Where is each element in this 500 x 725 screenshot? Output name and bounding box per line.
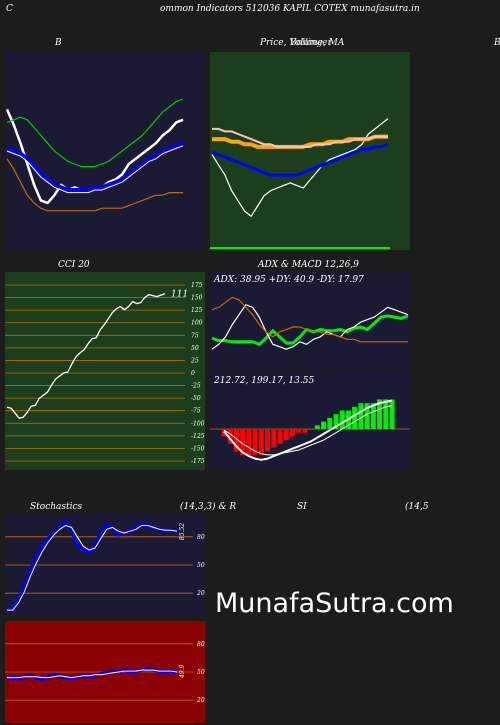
rsi-tick-label: 20 <box>196 697 205 704</box>
macd-histogram-bar <box>327 417 333 429</box>
stochastics-tick-label: 80 <box>197 534 205 541</box>
bollinger-upper-line <box>6 98 184 168</box>
macd-histogram-bar <box>389 399 395 429</box>
adx-readout: ADX: 38.95 +DY: 40.9 -DY: 17.97 <box>214 275 364 285</box>
cci-value-label: 111 <box>171 290 188 300</box>
adx-minus_di-line <box>211 296 408 343</box>
cci-tick-label: -150 <box>191 445 205 452</box>
cci-tick-label: 75 <box>191 332 199 339</box>
stochastics-title: Stochastics <box>30 502 83 512</box>
macd-histogram-bar <box>265 429 271 452</box>
adx-chart <box>211 296 409 350</box>
macd-histogram-bar <box>308 429 314 430</box>
macd-histogram-bar <box>258 429 264 455</box>
stochastics-tick-label: 20 <box>196 590 205 597</box>
cci-tick-label: -125 <box>191 433 205 440</box>
price-price-line <box>211 118 389 217</box>
cci-tick-label: -50 <box>191 395 201 402</box>
stochastics-panel: 80 50 20 85.52 <box>5 514 205 616</box>
rsi-chart: 80 50 20 49.9 <box>5 641 205 704</box>
macd-macd-line <box>223 399 393 461</box>
stochastics-value-label: 85.52 <box>179 523 186 540</box>
macd-histogram-bar <box>364 403 370 429</box>
bollinger-middle-line <box>6 141 184 192</box>
stochastics-chart: 80 50 20 85.52 <box>5 520 205 612</box>
macd-histogram-bar <box>283 429 289 441</box>
stochastics-k-line <box>6 520 178 612</box>
bollinger-middle2-line <box>6 145 184 194</box>
rsi-signal-line <box>7 669 178 679</box>
macd-histogram-bar <box>296 429 302 433</box>
macd-histogram-bar <box>240 429 246 455</box>
stochastics-d-line <box>7 525 178 611</box>
macd-signal-line <box>223 405 393 456</box>
macd-histogram-bar <box>289 429 295 437</box>
macd-histogram-bar <box>383 399 389 429</box>
rsi-tick-label: 50 <box>197 669 205 676</box>
cci-tick-label: 125 <box>191 307 203 314</box>
cci-title: CCI 20 <box>58 260 90 270</box>
rsi-panel: 80 50 20 49.9 <box>5 621 205 723</box>
cci-panel: 175 150 125 100 75 50 25 0 -25 -50 -75 -100 -125 -150… <box>5 272 205 470</box>
macd-histogram-bar <box>333 414 339 429</box>
adx-panel: ADX: 38.95 +DY: 40.9 -DY: 17.97 <box>210 272 410 367</box>
page-title: ommon Indicators 512036 KAPIL COTEX muna… <box>160 4 420 14</box>
price-ma-panel <box>210 52 410 250</box>
bollinger-panel <box>5 52 205 250</box>
cci-tick-label: 100 <box>191 320 203 327</box>
right-edge-label: B <box>494 38 500 48</box>
macd-histogram-bar <box>358 403 364 429</box>
rsi-title: SI <box>297 502 307 512</box>
cci-tick-label: -75 <box>191 408 201 415</box>
adx-macd-title: ADX & MACD 12,26,9 <box>258 260 359 270</box>
rsi-params: (14,5 <box>405 502 429 512</box>
price-ma_mid-line <box>212 127 388 148</box>
macd-panel: 212.72, 199.17, 13.55 <box>210 370 410 470</box>
macd-histogram-bar <box>271 429 277 448</box>
overlap-title: Bollinger <box>290 38 332 48</box>
rsi-line <box>6 667 178 682</box>
price-ma_short-line <box>211 142 389 177</box>
bollinger-lower-line <box>6 158 183 212</box>
macd-histogram-bar <box>246 429 252 455</box>
bollinger-title: B <box>55 38 62 48</box>
bollinger-chart <box>5 98 184 212</box>
cci-chart: 175 150 125 100 75 50 25 0 -25 -50 -75 -100 -125 -150… <box>5 282 205 465</box>
rsi-value-label: 49.9 <box>179 664 186 679</box>
macd-histogram-bar <box>227 429 233 444</box>
watermark: MunafaSutra.com <box>215 588 454 619</box>
price-ma-chart <box>210 118 390 249</box>
cci-tick-label: -175 <box>191 458 205 465</box>
cci-tick-label: 0 <box>191 370 195 377</box>
cci-tick-label: 25 <box>190 357 199 364</box>
cci-tick-label: 50 <box>191 345 199 352</box>
rsi-tick-label: 80 <box>197 641 205 648</box>
macd-histogram-bar <box>370 403 376 429</box>
cci-line <box>6 292 166 419</box>
macd-histogram-bar <box>277 429 283 444</box>
cci-tick-label: 150 <box>191 295 203 302</box>
macd-histogram-bar <box>339 410 345 429</box>
macd-readout: 212.72, 199.17, 13.55 <box>214 376 315 386</box>
cci-tick-label: -100 <box>191 420 205 427</box>
stochastics-tick-label: 50 <box>197 562 205 569</box>
stochastics-params: (14,3,3) & R <box>180 502 237 512</box>
macd-histogram-bar <box>377 399 383 429</box>
macd-histogram-bar <box>252 429 258 455</box>
macd-histogram-bar <box>321 421 327 429</box>
corner-label: C <box>6 4 13 14</box>
macd-histogram-bar <box>314 425 320 429</box>
macd-histogram-bar <box>302 429 308 433</box>
cci-tick-label: 175 <box>191 282 203 289</box>
macd-chart <box>210 399 410 461</box>
cci-tick-label: -25 <box>191 383 201 390</box>
price-ma-title: Price, Volume, MA <box>260 38 345 48</box>
macd-histogram-bar <box>233 429 239 452</box>
macd-histogram-bar <box>352 406 358 429</box>
